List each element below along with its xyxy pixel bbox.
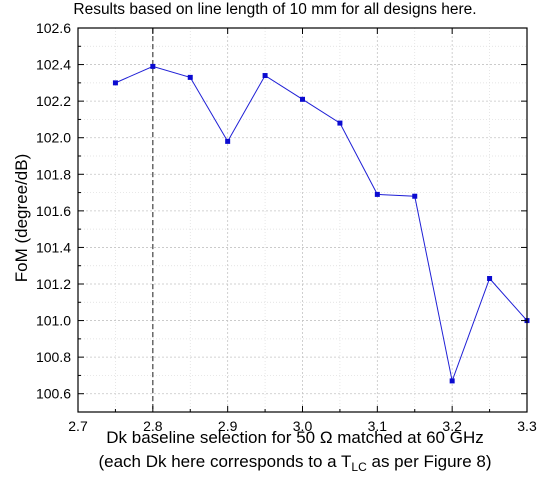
y-tick-label: 100.8 [36,349,71,365]
x-tick-label: 3.2 [442,418,462,434]
y-tick-label: 101.6 [36,203,71,219]
data-point [449,378,455,384]
x-tick-labels: 2.7 2.8 2.9 3.0 3.1 3.2 3.3 [68,418,537,434]
data-point [150,63,156,69]
x-tick-label: 2.7 [68,418,88,434]
data-point [487,276,493,282]
y-tick-label: 102.2 [36,93,71,109]
y-tick-label: 101.8 [36,166,71,182]
y-tick-label: 101.2 [36,276,71,292]
y-tick-label: 100.6 [36,386,71,402]
y-tick-labels: 100.6 100.8 101.0 101.2 101.4 101.6 101.8 102.0… [36,20,71,402]
data-points [112,63,530,384]
x-tick-label: 3.3 [517,418,537,434]
x-axis-label-line2-prefix: (each Dk here corresponds to a T [98,452,352,471]
y-tick-label: 101.4 [36,239,71,255]
data-point [412,193,418,199]
data-point [225,138,231,144]
series-line [115,65,528,383]
x-axis-label-line2-subscript: LC [351,460,367,474]
y-axis-label: FoM (degree/dB) [12,153,31,283]
x-axis-label-line2: (each Dk here corresponds to a TLC as pe… [40,452,550,474]
grid [77,27,528,412]
x-tick-label: 3.0 [293,418,313,434]
y-tick-label: 102.4 [36,57,71,73]
y-tick-label: 101.0 [36,313,71,329]
x-axis-label: Dk baseline selection for 50 Ω matched a… [106,428,484,447]
y-tick-label: 102.6 [36,20,71,36]
data-point [262,73,268,79]
data-point [300,96,305,102]
data-point [374,191,380,197]
x-tick-label: 2.8 [143,418,163,434]
x-tick-label: 2.9 [218,418,238,434]
data-point [112,80,118,86]
data-point [337,120,343,126]
chart-title: Results based on line length of 10 mm fo… [73,1,477,18]
axis-ticks [77,27,528,412]
y-tick-label: 102.0 [36,130,71,146]
x-tick-label: 3.1 [368,418,388,434]
x-axis-label-line2-suffix: as per Figure 8) [366,452,492,471]
data-point [187,74,193,80]
